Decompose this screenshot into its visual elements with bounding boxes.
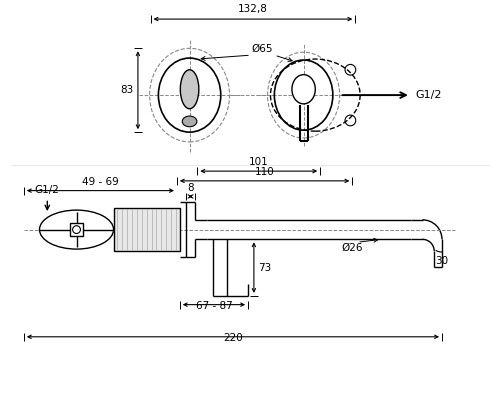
- Text: Ø65: Ø65: [252, 44, 274, 54]
- Text: 8: 8: [187, 182, 194, 192]
- Text: G1/2: G1/2: [416, 90, 442, 100]
- Text: 67 - 87: 67 - 87: [196, 301, 232, 311]
- Ellipse shape: [292, 75, 316, 104]
- Ellipse shape: [182, 116, 197, 127]
- Text: 101: 101: [249, 157, 268, 167]
- Bar: [70, 223, 84, 236]
- Text: 83: 83: [120, 85, 133, 95]
- Ellipse shape: [180, 70, 199, 109]
- Bar: [114, 208, 180, 251]
- Text: 132,8: 132,8: [238, 4, 268, 14]
- Text: 30: 30: [435, 256, 448, 266]
- Text: 49 - 69: 49 - 69: [82, 177, 119, 187]
- Text: 220: 220: [223, 333, 243, 343]
- Text: 110: 110: [254, 167, 274, 177]
- Text: Ø26: Ø26: [342, 243, 363, 253]
- Text: 73: 73: [258, 263, 271, 273]
- Text: G1/2: G1/2: [35, 184, 59, 194]
